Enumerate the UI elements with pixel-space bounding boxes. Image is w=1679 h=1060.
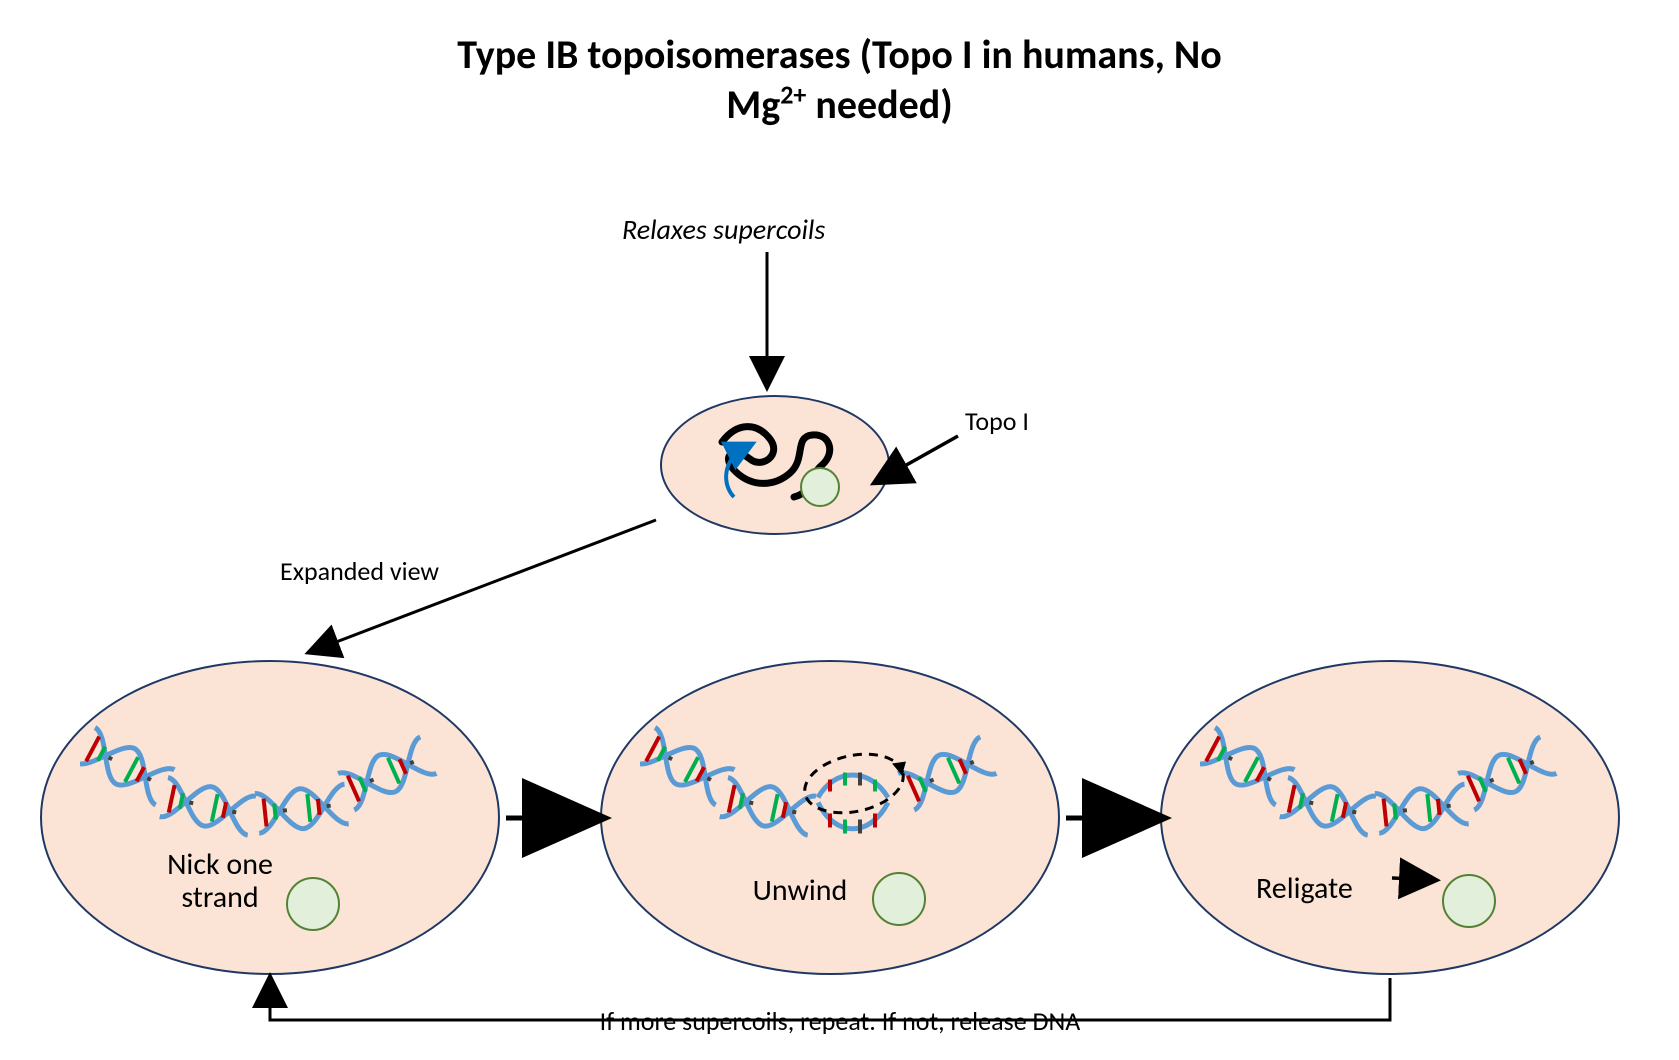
subtitle: Relaxes supercoils <box>622 212 825 247</box>
unwind-cell <box>600 660 1060 975</box>
enzyme-circle-icon <box>1442 874 1496 928</box>
title-main: Type IB topoisomerases <box>457 30 850 79</box>
religate-cell <box>1160 660 1620 975</box>
page-title: Type IB topoisomerases (Topo I in humans… <box>420 30 1260 129</box>
supercoiled-dna-icon <box>662 397 892 537</box>
topo-i-label: Topo I <box>965 405 1029 437</box>
expanded-view-label: Expanded view <box>280 555 439 587</box>
religate-label: Religate <box>1256 870 1416 907</box>
enzyme-circle-icon <box>800 467 840 507</box>
loopback-label: If more supercoils, repeat. If not, rele… <box>560 1005 1120 1037</box>
nick-strand-cell <box>40 660 500 975</box>
enzyme-circle-icon <box>872 872 926 926</box>
supercoiled-dna-cell <box>660 395 890 535</box>
nick-label: Nick one strand <box>140 848 300 914</box>
unwind-label: Unwind <box>720 872 880 909</box>
